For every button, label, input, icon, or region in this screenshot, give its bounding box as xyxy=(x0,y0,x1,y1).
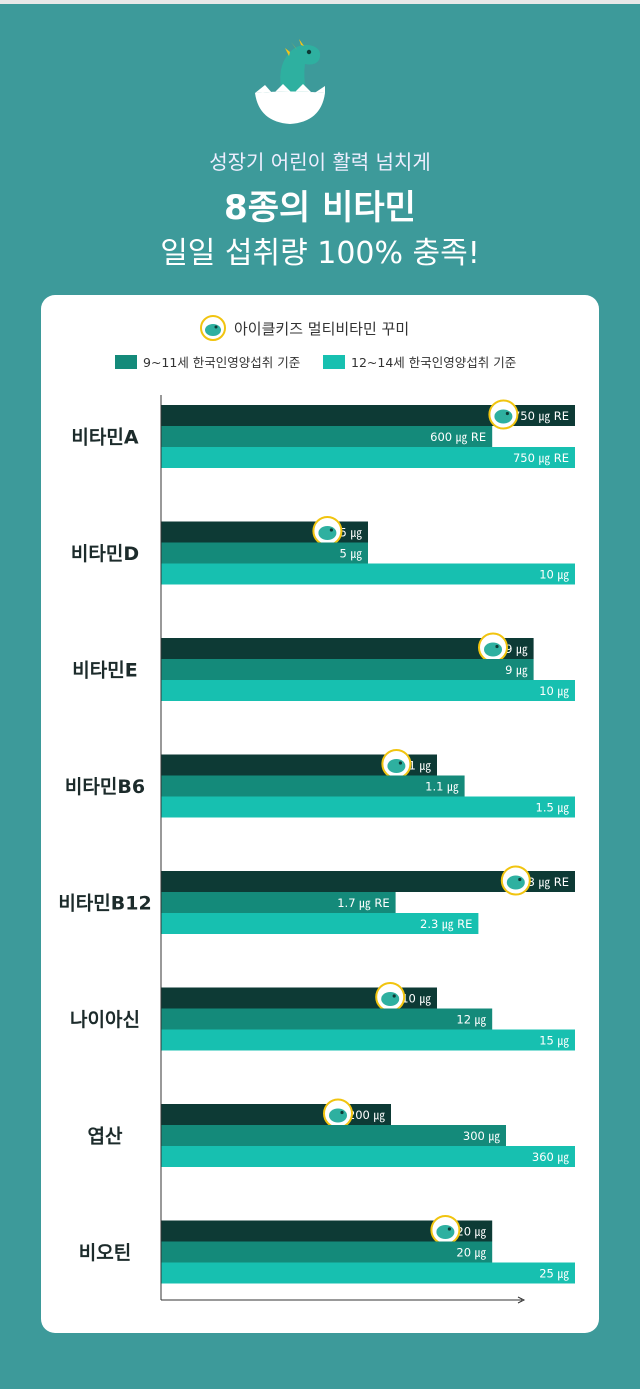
category-label-6: 엽산 xyxy=(88,1126,123,1148)
header-tagline: 일일 섭취량 100% 충족! xyxy=(160,236,480,271)
legend-ref1: 9~11세 한국인영양섭취 기준 xyxy=(115,352,300,371)
bar-label-5-2: 15 ㎍ xyxy=(539,1034,569,1048)
bar-3-1 xyxy=(161,775,465,797)
bar-label-5-0: 10 ㎍ xyxy=(401,992,431,1006)
legend-ref1-label: 9~11세 한국인영양섭취 기준 xyxy=(143,355,301,370)
bar-label-3-0: 1 ㎍ xyxy=(409,759,432,773)
legend-ref2-swatch xyxy=(323,354,345,369)
dinosaur-badge-icon xyxy=(323,1098,353,1129)
dinosaur-egg-icon xyxy=(255,39,325,124)
bar-6-2 xyxy=(161,1146,575,1167)
bar-4-0 xyxy=(161,871,575,892)
x-axis-arrow-icon xyxy=(517,1296,526,1304)
bar-0-1 xyxy=(161,426,493,447)
bar-label-4-2: 2.3 ㎍ RE xyxy=(420,917,472,931)
bar-label-2-1: 9 ㎍ xyxy=(505,663,528,677)
bar-2-0 xyxy=(161,638,534,659)
bar-0-0 xyxy=(161,405,575,426)
dinosaur-badge-icon xyxy=(312,516,343,546)
category-label-0: 비타민A xyxy=(71,427,138,449)
bar-1-1 xyxy=(161,542,368,564)
bar-1-2 xyxy=(161,563,575,585)
bar-label-6-1: 300 ㎍ xyxy=(463,1129,501,1143)
bar-label-7-0: 20 ㎍ xyxy=(456,1225,486,1239)
dinosaur-badge-icon xyxy=(488,399,519,430)
bar-6-1 xyxy=(161,1125,506,1146)
bar-label-4-0: 3 ㎍ RE xyxy=(528,875,569,889)
dinosaur-badge-icon xyxy=(478,632,508,663)
bar-label-0-1: 600 ㎍ RE xyxy=(430,430,486,444)
bar-5-0 xyxy=(161,987,437,1009)
bar-label-2-2: 10 ㎍ xyxy=(539,684,569,698)
bar-label-3-2: 1.5 ㎍ xyxy=(536,801,570,815)
bar-label-3-1: 1.1 ㎍ xyxy=(425,780,459,794)
bar-5-1 xyxy=(161,1008,493,1030)
bar-label-7-1: 20 ㎍ xyxy=(456,1246,486,1260)
bar-label-6-0: 200 ㎍ xyxy=(348,1108,386,1122)
header-subtitle: 성장기 어린이 활력 넘치게 xyxy=(209,150,431,174)
legend-ref2-label: 12~14세 한국인영양섭취 기준 xyxy=(351,355,517,370)
dinosaur-badge-icon xyxy=(500,865,531,896)
bar-label-1-1: 5 ㎍ xyxy=(340,547,363,561)
bar-2-1 xyxy=(161,659,534,680)
bar-label-5-1: 12 ㎍ xyxy=(456,1013,486,1027)
dinosaur-badge-icon xyxy=(381,749,412,779)
bar-7-2 xyxy=(161,1262,575,1284)
bar-label-0-0: 750 ㎍ RE xyxy=(513,409,569,423)
dinosaur-badge-icon xyxy=(430,1215,461,1245)
category-label-7: 비오틴 xyxy=(79,1242,131,1264)
bar-label-7-2: 25 ㎍ xyxy=(539,1267,569,1281)
bar-label-2-0: 9 ㎍ xyxy=(505,642,528,656)
legend-ref1-swatch xyxy=(115,354,137,369)
bar-7-1 xyxy=(161,1241,493,1263)
category-label-5: 나이아신 xyxy=(70,1009,140,1031)
bar-4-2 xyxy=(161,913,479,934)
bar-label-1-0: 5 ㎍ xyxy=(340,526,363,540)
bar-4-1 xyxy=(161,892,396,913)
dinosaur-badge-icon xyxy=(375,982,406,1012)
bar-3-0 xyxy=(161,754,437,776)
legend-product: 아이클키즈 멀티비타민 꾸미 xyxy=(200,313,409,343)
bar-3-2 xyxy=(161,796,575,818)
bar-5-2 xyxy=(161,1029,575,1051)
dinosaur-badge-icon xyxy=(200,315,226,341)
bar-2-2 xyxy=(161,680,575,701)
category-label-4: 비타민B12 xyxy=(58,893,151,915)
bar-label-6-2: 360 ㎍ xyxy=(532,1150,570,1164)
top-border xyxy=(0,0,640,4)
header-title: 8종의 비타민 xyxy=(224,188,416,228)
category-label-1: 비타민D xyxy=(71,543,139,565)
category-label-3: 비타민B6 xyxy=(65,776,145,798)
legend-product-label: 아이클키즈 멀티비타민 꾸미 xyxy=(234,319,410,338)
legend-ref2: 12~14세 한국인영양섭취 기준 xyxy=(323,352,516,371)
bar-label-0-2: 750 ㎍ RE xyxy=(513,451,569,465)
bar-label-1-2: 10 ㎍ xyxy=(539,568,569,582)
category-label-2: 비타민E xyxy=(72,660,137,682)
bar-7-0 xyxy=(161,1220,493,1242)
bar-0-2 xyxy=(161,447,575,468)
bar-label-4-1: 1.7 ㎍ RE xyxy=(337,896,389,910)
